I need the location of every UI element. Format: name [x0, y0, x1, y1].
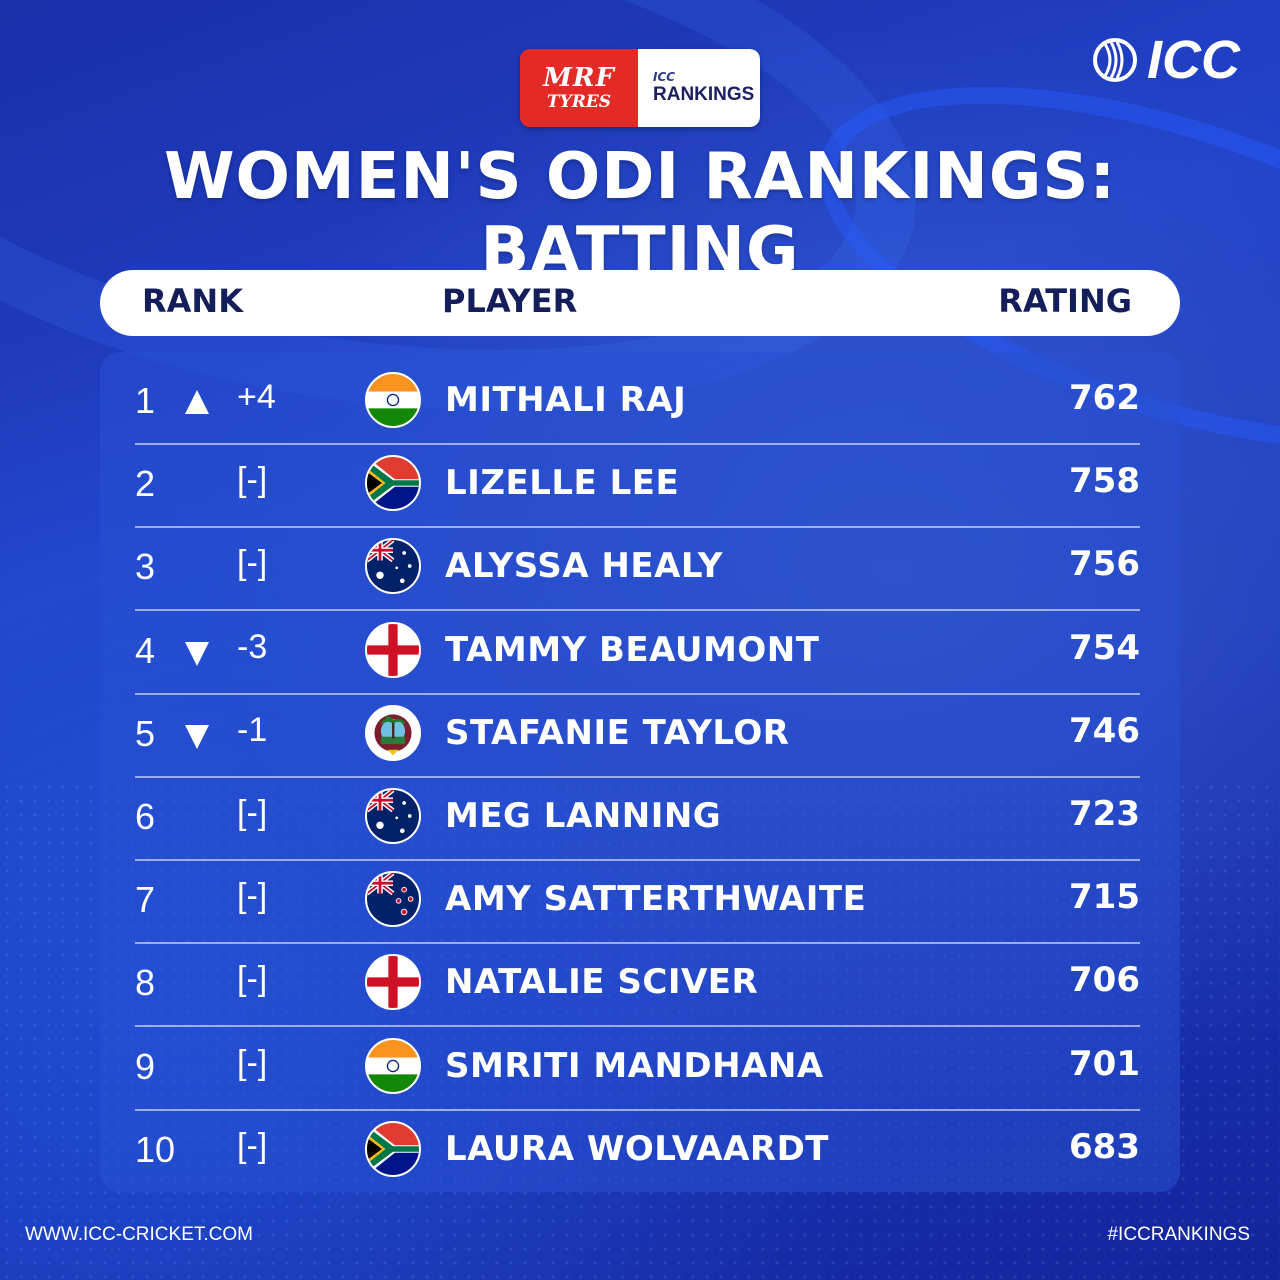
table-row: 10 [-] LAURA WOLVAARDT 683	[135, 1109, 1140, 1192]
player-name: TAMMY BEAUMONT	[445, 629, 820, 670]
sponsor-line2: TYRES	[546, 92, 612, 112]
australia-flag-icon	[365, 538, 421, 595]
rank-number: 1	[135, 380, 156, 421]
rank-number: 8	[135, 962, 156, 1004]
player-name: LAURA WOLVAARDT	[445, 1128, 829, 1169]
rankings-table-body: 1 +4 MITHALI RAJ 762 2 [-] LIZELLE LEE 758 3 [-] A…	[100, 352, 1180, 1192]
table-header: RANK PLAYER RATING	[100, 270, 1180, 336]
rank-change: [-]	[237, 461, 268, 500]
player-rating: 746	[1069, 710, 1140, 751]
new-zealand-flag-icon	[365, 871, 421, 928]
icc-logo-text: ICC	[1147, 30, 1240, 90]
player-rating: 701	[1069, 1043, 1140, 1084]
hashtag: #ICCRANKINGS	[1107, 1224, 1250, 1245]
website-url: WWW.ICC-CRICKET.COM	[25, 1224, 253, 1245]
player-name: LIZELLE LEE	[445, 463, 680, 504]
player-name: MITHALI RAJ	[445, 380, 687, 420]
rank-number: 6	[135, 796, 156, 837]
badge-small-text: ICC	[653, 70, 676, 84]
india-flag-icon	[365, 372, 421, 428]
table-row: 1 +4 MITHALI RAJ 762	[135, 360, 1140, 445]
rank-change: [-]	[237, 794, 268, 832]
column-header-rank: RANK	[142, 282, 243, 320]
badge-main-text: RANKINGS	[653, 84, 755, 105]
table-row: 7 [-] AMY SATTERTHWAITE 715	[135, 859, 1140, 945]
table-row: 9 [-] SMRITI MANDHANA 701	[135, 1026, 1140, 1111]
england-flag-icon	[365, 954, 421, 1011]
player-rating: 683	[1069, 1126, 1140, 1167]
player-rating: 715	[1069, 877, 1140, 918]
icc-logo: ICC	[1091, 30, 1240, 90]
rank-number: 10	[135, 1128, 176, 1170]
player-name: NATALIE SCIVER	[445, 962, 759, 1003]
rank-change: [-]	[237, 1043, 268, 1082]
rank-change: -1	[237, 710, 268, 749]
rank-change: [-]	[237, 544, 268, 583]
player-name: ALYSSA HEALY	[445, 546, 723, 587]
rank-number: 9	[135, 1045, 156, 1087]
table-row: 4 -3 TAMMY BEAUMONT 754	[135, 610, 1140, 695]
column-header-rating: RATING	[998, 282, 1132, 320]
page-title: WOMEN'S ODI RANKINGS: BATTING	[163, 140, 1117, 288]
table-row: 2 [-] LIZELLE LEE 758	[135, 443, 1140, 529]
england-flag-icon	[365, 621, 421, 678]
arrow-down-icon	[185, 641, 209, 666]
mrf-tyres-logo: MRF TYRES	[520, 49, 638, 127]
south-africa-flag-icon	[365, 1120, 421, 1177]
player-rating: 762	[1069, 378, 1140, 418]
rank-change: +4	[237, 378, 276, 416]
rank-number: 5	[135, 712, 156, 754]
player-rating: 758	[1069, 461, 1140, 502]
table-row: 3 [-] ALYSSA HEALY 756	[135, 526, 1140, 612]
cricket-ball-icon	[1093, 38, 1137, 82]
arrow-down-icon	[185, 724, 209, 749]
rank-number: 3	[135, 546, 156, 588]
column-header-player: PLAYER	[442, 282, 578, 320]
india-flag-icon	[365, 1037, 421, 1094]
rank-change: -3	[237, 627, 268, 666]
west-indies-flag-icon	[365, 704, 421, 761]
rank-number: 4	[135, 629, 156, 671]
player-name: SMRITI MANDHANA	[445, 1045, 824, 1086]
rank-number: 7	[135, 879, 156, 921]
rank-change: [-]	[237, 960, 268, 999]
player-rating: 754	[1069, 627, 1140, 668]
rank-change: [-]	[237, 1126, 268, 1165]
table-row: 5 -1 STAFANIE TAYLOR 746	[135, 693, 1140, 778]
south-africa-flag-icon	[365, 455, 421, 512]
rank-change: [-]	[237, 877, 268, 916]
table-row: 6 [-] MEG LANNING 723	[135, 776, 1140, 861]
player-rating: 756	[1069, 544, 1140, 585]
sponsor-line1: MRF	[543, 63, 615, 93]
arrow-up-icon	[185, 390, 209, 414]
mrf-icc-rankings-badge: MRF TYRES ICC RANKINGS	[520, 49, 760, 127]
australia-flag-icon	[365, 788, 421, 844]
player-name: AMY SATTERTHWAITE	[445, 879, 867, 920]
player-name: STAFANIE TAYLOR	[445, 712, 790, 753]
table-row: 8 [-] NATALIE SCIVER 706	[135, 942, 1140, 1028]
player-name: MEG LANNING	[445, 796, 722, 836]
player-rating: 723	[1069, 794, 1140, 834]
rank-number: 2	[135, 463, 156, 505]
icc-rankings-label: ICC RANKINGS	[638, 49, 760, 127]
player-rating: 706	[1069, 960, 1140, 1001]
